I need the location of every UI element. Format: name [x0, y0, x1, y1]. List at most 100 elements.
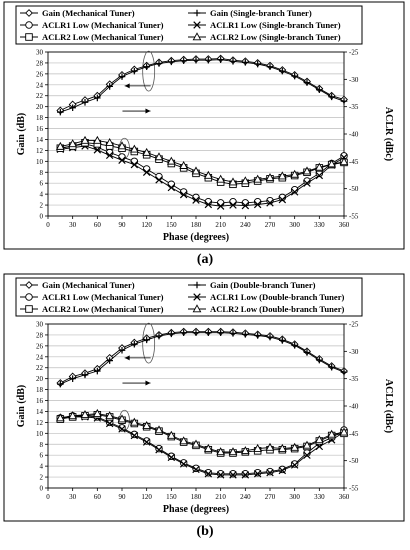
data-point [57, 380, 64, 388]
y-left-tick-label: 18 [36, 386, 44, 394]
data-point [253, 174, 263, 183]
data-point [105, 138, 115, 146]
data-point [303, 349, 311, 356]
data-point [192, 56, 200, 64]
data-point [240, 446, 250, 455]
series-0-b [56, 327, 348, 387]
data-point [277, 171, 287, 180]
y-left-tick-label: 24 [36, 353, 44, 361]
data-point [217, 56, 224, 63]
data-point [143, 336, 150, 344]
data-point [167, 453, 176, 462]
data-point [69, 375, 76, 382]
data-point [168, 58, 175, 66]
data-point [241, 201, 250, 210]
x-tick-label: 330 [314, 493, 325, 501]
data-point [179, 436, 189, 445]
data-point [106, 357, 113, 364]
data-point [229, 471, 237, 479]
x-tick-label: 360 [339, 493, 350, 501]
data-point [254, 60, 261, 68]
data-point [253, 443, 263, 452]
caption-b: (b) [196, 524, 214, 539]
y-right-tick-label: -40 [349, 131, 359, 139]
x-tick-label: 120 [141, 221, 152, 229]
data-point [290, 461, 299, 469]
legend-item-0: Gain (Mechanical Tuner) [20, 280, 135, 290]
legend-label: ACLR1 Low (Double-branch Tuner) [210, 292, 345, 302]
data-point [204, 200, 213, 209]
y-left-tick-label: 16 [36, 125, 44, 133]
legend-marker [193, 293, 201, 301]
y-left-tick-label: 20 [36, 103, 44, 111]
data-point [266, 467, 274, 476]
x-tick-label: 180 [191, 221, 202, 229]
legend-marker [25, 305, 33, 313]
data-point [143, 63, 150, 71]
series-3-a [56, 142, 348, 210]
data-point [228, 177, 238, 186]
data-point [266, 63, 274, 71]
data-point [129, 417, 139, 426]
chart-svg-b: 0 30 60 90 120 150 180 210 240 270 300 330 360024681… [3, 273, 405, 522]
data-point [118, 425, 126, 433]
legend-marker [192, 304, 202, 313]
x-tick-label: 60 [94, 221, 102, 229]
legend-label: Gain (Double-branch Tuner) [210, 280, 316, 290]
legend-label: ACLR2 Low (Mechanical Tuner) [42, 304, 164, 314]
outer-frame-b [3, 273, 405, 522]
data-point [142, 168, 151, 176]
data-point [291, 342, 298, 349]
caption-a: (a) [196, 252, 214, 267]
series-line [60, 415, 345, 475]
y-right-tick-label: -50 [349, 185, 359, 193]
data-point [278, 195, 287, 204]
data-point [277, 443, 287, 452]
data-point [166, 156, 176, 165]
x-tick-label: 240 [240, 493, 251, 501]
y-left-tick-label: 12 [36, 147, 44, 155]
legend-marker [192, 32, 202, 41]
legend-label: Gain (Single-branch Tuner) [210, 8, 312, 18]
legend-marker [193, 281, 201, 289]
y-left-tick-label: 20 [36, 375, 44, 383]
gridlines-a [48, 51, 344, 217]
data-point [57, 108, 64, 116]
x-tick-label: 180 [191, 493, 202, 501]
x-tick-label: 120 [141, 493, 152, 501]
data-point [192, 329, 200, 337]
data-point [216, 174, 226, 183]
y-left-tick-label: 2 [40, 474, 44, 482]
y-left-tick-label: 26 [36, 70, 44, 78]
y-right-axis-label-b: ACLR (dBc) [383, 379, 394, 433]
y-left-tick-label: 2 [40, 202, 44, 210]
legend-label: Gain (Mechanical Tuner) [42, 280, 135, 290]
plot-area-a [47, 51, 345, 217]
gain-group-ellipse [142, 322, 156, 364]
data-point [55, 141, 65, 150]
data-point [92, 408, 102, 417]
data-point [316, 86, 323, 94]
legend-item-4: ACLR2 Low (Mechanical Tuner) [20, 32, 164, 42]
data-point [142, 147, 152, 156]
data-point [166, 430, 176, 439]
data-point [179, 460, 188, 468]
series-1-a [57, 56, 348, 116]
y-right-tick-label: -35 [349, 375, 359, 383]
y-right-tick-label: -45 [349, 158, 359, 166]
x-tick-label: 0 [46, 493, 50, 501]
data-point [254, 332, 261, 339]
y-left-tick-label: 14 [36, 136, 44, 144]
data-point [80, 410, 90, 418]
data-point [266, 468, 274, 477]
series-line [60, 332, 345, 385]
x-tick-label: 330 [314, 221, 325, 229]
data-point [154, 425, 164, 434]
series-line [60, 145, 345, 207]
data-point [241, 470, 250, 478]
data-point [339, 157, 349, 166]
legend-marker [193, 21, 201, 29]
y-right-tick-label: -55 [349, 485, 359, 493]
y-right-tick-label: -30 [349, 348, 359, 356]
gain-left-arrowhead [124, 83, 130, 89]
